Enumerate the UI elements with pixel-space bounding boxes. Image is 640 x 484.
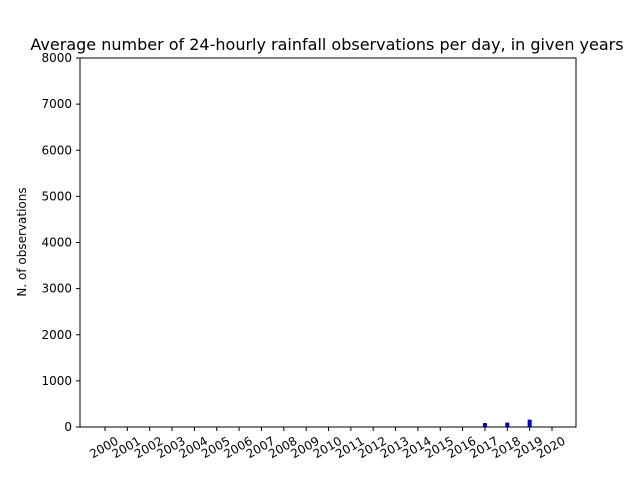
x-axis: 2000200120022003200420052006200720082009… xyxy=(87,427,568,461)
y-axis: 0 1000 2000 3000 4000 5000 6000 7000 8000 xyxy=(41,51,80,434)
y-tick-label: 5000 xyxy=(41,189,72,203)
bar-2019 xyxy=(527,419,532,427)
y-axis-label: N. of observations xyxy=(15,187,29,296)
y-tick-label: 7000 xyxy=(41,97,72,111)
plot-frame xyxy=(79,57,577,428)
bar-2018 xyxy=(505,422,510,427)
y-tick-label: 3000 xyxy=(41,282,72,296)
y-tick-label: 1000 xyxy=(41,374,72,388)
y-tick-label: 4000 xyxy=(41,236,72,250)
y-tick-label: 0 xyxy=(64,420,72,434)
y-tick-label: 6000 xyxy=(41,143,72,157)
chart-title: Average number of 24-hourly rainfall obs… xyxy=(30,35,623,54)
bars-group xyxy=(482,419,532,427)
bar-2017 xyxy=(482,423,487,427)
y-tick-label: 2000 xyxy=(41,328,72,342)
y-tick-label: 8000 xyxy=(41,51,72,65)
